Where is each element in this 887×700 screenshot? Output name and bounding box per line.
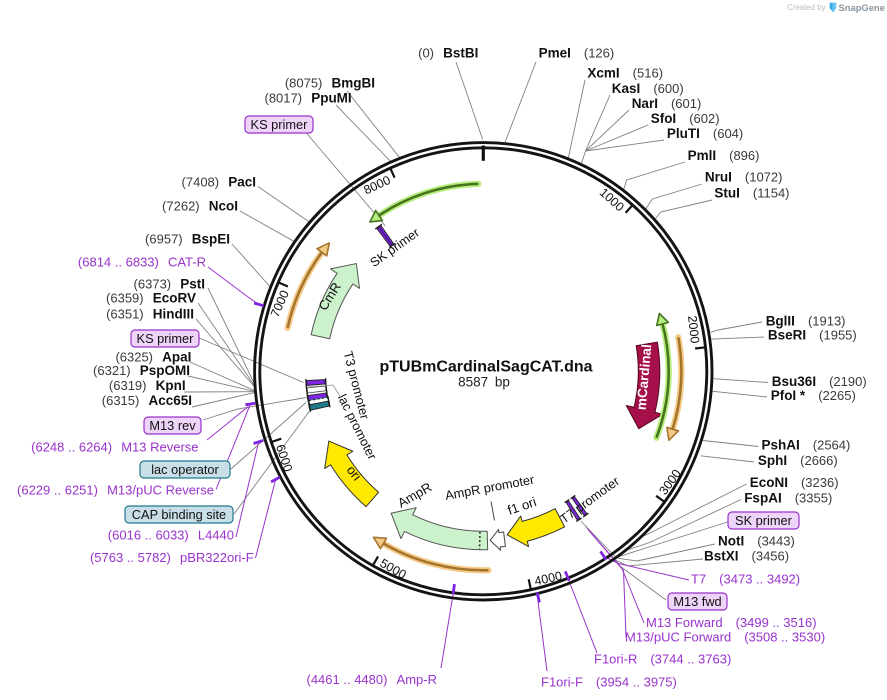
svg-text:KasI (600): KasI (600) <box>612 81 684 96</box>
svg-text:lac operator: lac operator <box>151 462 219 477</box>
svg-text:(6373) PstI: (6373) PstI <box>134 277 205 292</box>
svg-text:SK primer: SK primer <box>735 513 793 528</box>
svg-text:(6321) PspOMI: (6321) PspOMI <box>93 363 190 378</box>
svg-text:SphI (2666): SphI (2666) <box>758 453 838 468</box>
svg-text:PshAI (2564): PshAI (2564) <box>762 438 851 453</box>
svg-text:M13 fwd: M13 fwd <box>673 594 721 609</box>
svg-text:(0) BstBI: (0) BstBI <box>418 46 478 61</box>
svg-text:F1ori-F (3954 .. 3975): F1ori-F (3954 .. 3975) <box>541 675 677 690</box>
svg-text:PmeI (126): PmeI (126) <box>539 46 615 61</box>
svg-text:PluTI (604): PluTI (604) <box>667 126 743 141</box>
svg-text:(6248 .. 6264) M13 Reverse: (6248 .. 6264) M13 Reverse <box>31 440 198 455</box>
svg-text:(6359) EcoRV: (6359) EcoRV <box>106 291 196 306</box>
svg-text:M13 rev: M13 rev <box>149 418 196 433</box>
svg-text:CAP binding site: CAP binding site <box>132 507 226 522</box>
svg-text:(8075) BmgBI: (8075) BmgBI <box>285 76 375 91</box>
svg-text:(6229 .. 6251) M13/pUC Revers: (6229 .. 6251) M13/pUC Reverse <box>17 483 214 498</box>
svg-text:BseRI (1955): BseRI (1955) <box>768 328 857 343</box>
svg-text:FspAI (3355): FspAI (3355) <box>744 491 832 506</box>
svg-text:BglII (1913): BglII (1913) <box>766 313 846 328</box>
svg-text:(6315) Acc65I: (6315) Acc65I <box>102 393 192 408</box>
svg-text:EcoNI (3236): EcoNI (3236) <box>750 475 839 490</box>
svg-text:4000: 4000 <box>533 569 563 589</box>
svg-text:(6016 .. 6033) L4440: (6016 .. 6033) L4440 <box>108 528 234 543</box>
svg-text:SnapGene: SnapGene <box>839 2 885 13</box>
svg-text:(6351) HindIII: (6351) HindIII <box>106 307 194 322</box>
svg-text:(4461 .. 4480) Amp-R: (4461 .. 4480) Amp-R <box>307 672 438 687</box>
svg-text:M13/pUC Forward (3508 .. 3530: M13/pUC Forward (3508 .. 3530) <box>625 630 825 645</box>
svg-text:(6319) KpnI: (6319) KpnI <box>109 378 186 393</box>
svg-text:XcmI (516): XcmI (516) <box>587 66 663 81</box>
svg-text:PmlI (896): PmlI (896) <box>688 148 760 163</box>
svg-text:StuI (1154): StuI (1154) <box>714 186 789 201</box>
svg-text:Bsu36I (2190): Bsu36I (2190) <box>772 374 867 389</box>
svg-text:pTUBmCardinalSagCAT.dna: pTUBmCardinalSagCAT.dna <box>379 358 592 375</box>
svg-text:(7262) NcoI: (7262) NcoI <box>162 199 238 214</box>
svg-text:PfoI * (2265): PfoI * (2265) <box>771 388 856 403</box>
svg-text:SfoI (602): SfoI (602) <box>651 111 720 126</box>
svg-text:(6957) BspEI: (6957) BspEI <box>145 232 230 247</box>
svg-text:BstXI (3456): BstXI (3456) <box>704 549 789 564</box>
svg-text:8587 bp: 8587 bp <box>458 374 510 389</box>
svg-text:NruI (1072): NruI (1072) <box>705 170 783 185</box>
svg-text:(7408) PacI: (7408) PacI <box>182 175 256 190</box>
svg-text:M13 Forward (3499 .. 3516): M13 Forward (3499 .. 3516) <box>646 615 817 630</box>
svg-text:T7 (3473 .. 3492): T7 (3473 .. 3492) <box>691 572 800 587</box>
svg-text:2000: 2000 <box>685 315 702 344</box>
svg-text:KS primer: KS primer <box>251 117 309 132</box>
svg-text:F1ori-R (3744 .. 3763): F1ori-R (3744 .. 3763) <box>594 652 731 667</box>
svg-text:KS primer: KS primer <box>137 331 195 346</box>
svg-text:(8017) PpuMI: (8017) PpuMI <box>265 91 352 106</box>
svg-text:mCardinal: mCardinal <box>634 344 655 411</box>
svg-text:(6814 .. 6833) CAT-R: (6814 .. 6833) CAT-R <box>78 255 206 270</box>
svg-text:NotI (3443): NotI (3443) <box>718 534 795 549</box>
svg-text:(6325) ApaI: (6325) ApaI <box>115 350 191 365</box>
svg-text:NarI (601): NarI (601) <box>632 96 702 111</box>
svg-text:(5763 .. 5782) pBR322ori-F: (5763 .. 5782) pBR322ori-F <box>90 550 254 565</box>
svg-text:Created by: Created by <box>787 3 826 12</box>
